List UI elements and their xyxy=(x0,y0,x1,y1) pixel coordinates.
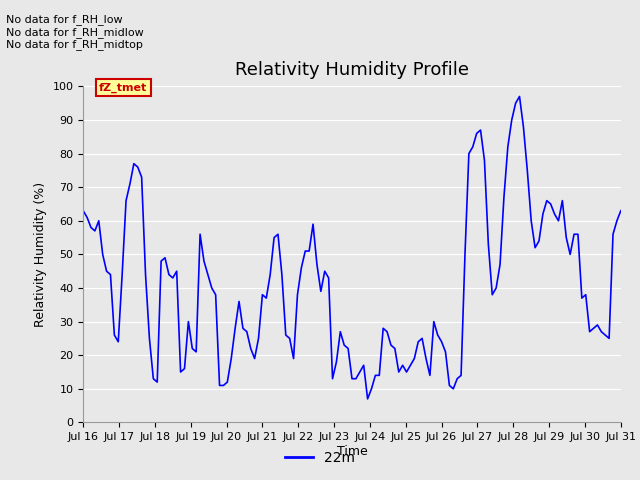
Y-axis label: Relativity Humidity (%): Relativity Humidity (%) xyxy=(34,182,47,327)
Title: Relativity Humidity Profile: Relativity Humidity Profile xyxy=(235,61,469,79)
Text: fZ_tmet: fZ_tmet xyxy=(99,83,147,93)
Text: No data for f_RH_low
No data for f_RH_midlow
No data for f_RH_midtop: No data for f_RH_low No data for f_RH_mi… xyxy=(6,14,144,50)
X-axis label: Time: Time xyxy=(337,445,367,458)
Legend: 22m: 22m xyxy=(280,445,360,471)
